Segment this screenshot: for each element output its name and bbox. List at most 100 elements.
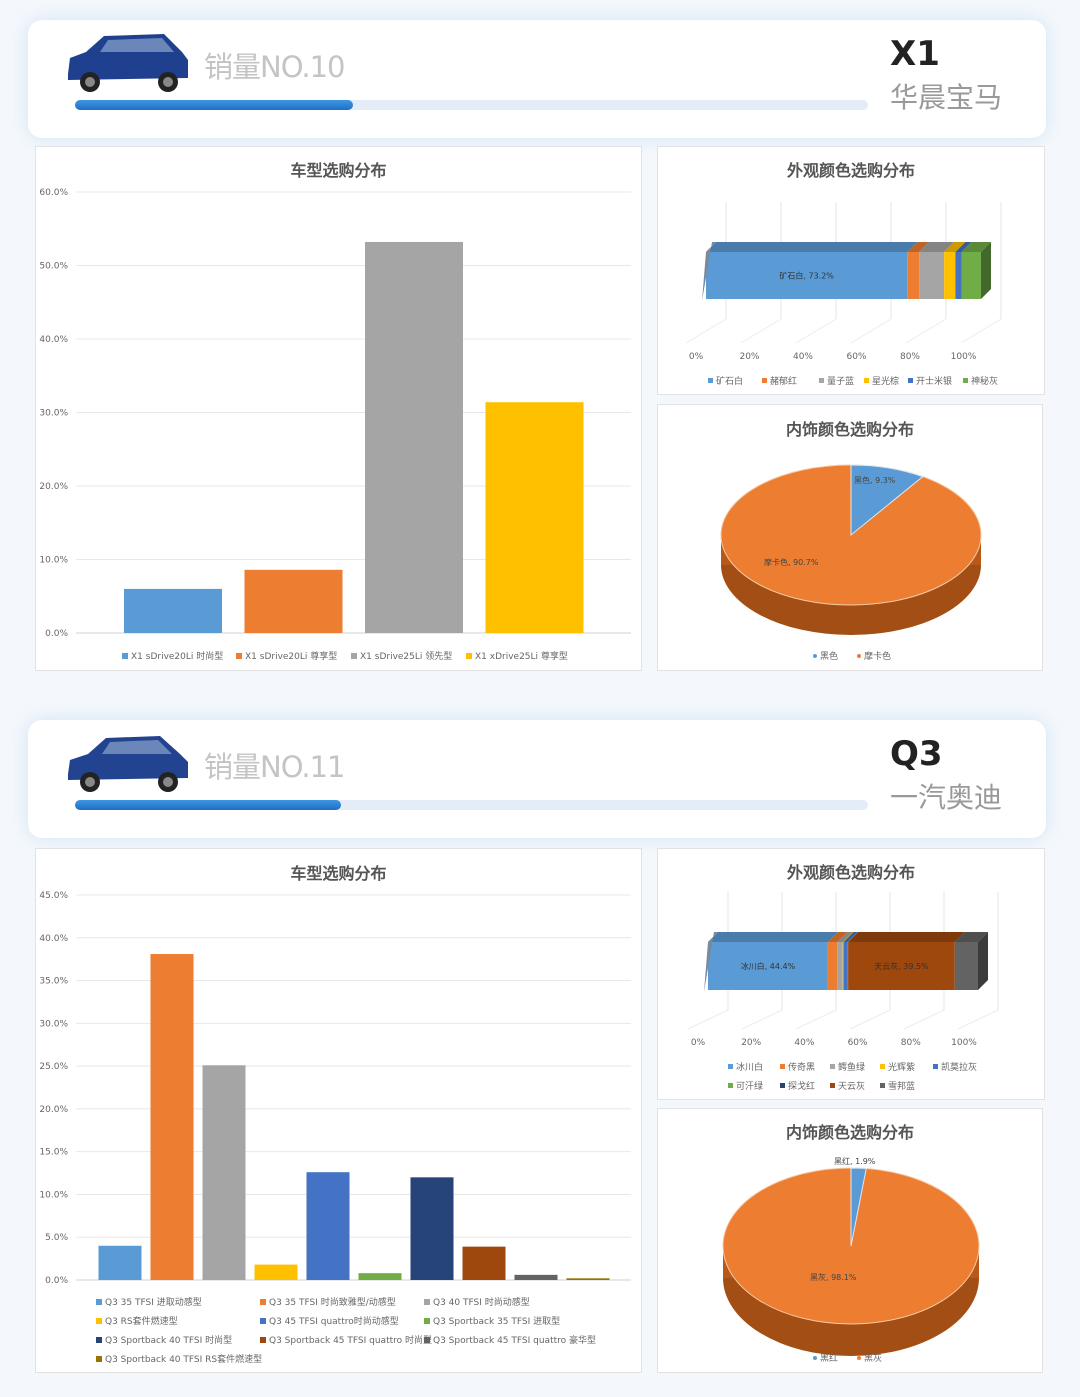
data-label: 矿石白, 73.2%	[779, 271, 834, 281]
y-tick-label: 0.0%	[45, 629, 68, 639]
model-name: Q3	[890, 734, 943, 774]
legend-swatch	[780, 1083, 785, 1088]
gridline	[905, 318, 947, 344]
legend-label: 星光棕	[872, 375, 899, 387]
legend-swatch	[260, 1318, 266, 1324]
y-tick-label: 50.0%	[39, 262, 68, 272]
sales-progress-bar	[75, 800, 868, 810]
bar-1	[98, 1245, 142, 1280]
y-tick-label: 60.0%	[39, 188, 68, 198]
legend-swatch	[424, 1337, 430, 1343]
legend-swatch	[933, 1064, 938, 1069]
legend-swatch	[96, 1299, 102, 1305]
bar-end-face	[978, 932, 988, 990]
chart-title: 内饰颜色选购分布	[785, 420, 914, 439]
bar-4	[254, 1264, 298, 1280]
bar-2	[244, 569, 343, 633]
segment-top	[848, 932, 965, 942]
legend-label: 鳄鱼绿	[838, 1061, 865, 1073]
segment-量子蓝	[919, 252, 945, 299]
y-tick-label: 0.0%	[45, 1276, 68, 1286]
sales-progress-fill	[75, 100, 353, 110]
legend-swatch	[424, 1299, 430, 1305]
sales-progress-fill	[75, 800, 342, 810]
legend-label: X1 xDrive25Li 尊享型	[475, 650, 568, 662]
gridline	[850, 318, 892, 344]
legend-swatch	[96, 1318, 102, 1324]
segment-星光棕	[944, 252, 956, 299]
legend-label: 天云灰	[838, 1080, 865, 1092]
legend-label: 摩卡色	[864, 650, 891, 662]
gridline	[795, 318, 837, 344]
x-tick-label: 60%	[848, 1038, 868, 1048]
gridline	[903, 1009, 945, 1030]
legend-swatch	[466, 653, 472, 659]
slice-黑红	[850, 1167, 867, 1247]
segment-top	[955, 242, 972, 252]
model-name: X1	[890, 34, 940, 74]
legend-label: 雪邦蓝	[888, 1080, 915, 1092]
x-tick-label: 40%	[794, 1038, 814, 1048]
ranking-header-x1: 销量NO.10 X1 华晨宝马	[28, 20, 1046, 138]
y-tick-label: 40.0%	[39, 335, 68, 345]
y-tick-label: 10.0%	[39, 1190, 68, 1200]
legend-label: 黑灰	[864, 1352, 882, 1364]
legend-swatch	[260, 1337, 266, 1343]
segment-冰川白	[708, 942, 828, 990]
legend-label: 赭郁红	[770, 375, 797, 387]
y-tick-label: 10.0%	[39, 556, 68, 566]
exterior-color-chart-x1: 外观颜色选购分布 0% 20% 40% 60% 80% 100% 矿石白, 73.2% 矿石白…	[657, 146, 1045, 395]
legend-swatch	[424, 1318, 430, 1324]
legend-label: Q3 Sportback 45 TFSI quattro 时尚型	[269, 1334, 432, 1346]
interior-color-chart-q3: 内饰颜色选购分布 黑红, 1.9% 黑灰, 98.1% 黑红 黑灰	[657, 1108, 1043, 1373]
x-tick-label: 40%	[793, 352, 813, 362]
brand-name: 一汽奥迪	[890, 781, 1003, 814]
bar-base-face	[702, 242, 716, 301]
legend-label: 开士米银	[916, 375, 952, 387]
x-tick-label: 20%	[739, 352, 759, 362]
slice-黑色	[850, 464, 924, 537]
legend-label: 探戈红	[788, 1080, 815, 1092]
legend-label: Q3 Sportback 40 TFSI 时尚型	[105, 1334, 232, 1346]
legend-swatch	[122, 653, 128, 659]
legend-swatch	[96, 1356, 102, 1362]
data-label: 黑色, 9.3%	[854, 475, 896, 485]
bar-base-face	[704, 932, 718, 992]
legend-label: 可汗绿	[736, 1080, 763, 1092]
x-tick-label: 0%	[689, 352, 704, 362]
legend-label: 黑色	[820, 650, 838, 662]
x-tick-label: 20%	[741, 1038, 761, 1048]
bar-9	[514, 1274, 558, 1280]
legend-label: 传奇黑	[788, 1061, 815, 1073]
chart-title: 外观颜色选购分布	[786, 863, 915, 882]
legend-swatch	[908, 378, 913, 383]
bar-5	[306, 1172, 350, 1280]
legend-swatch	[762, 378, 767, 383]
data-label: 黑灰, 98.1%	[810, 1272, 857, 1282]
legend-label: 凯莫拉灰	[941, 1061, 977, 1073]
legend-label: 光辉紫	[888, 1061, 915, 1073]
bar-2	[150, 954, 194, 1280]
x-tick-label: 100%	[951, 352, 977, 362]
gridline	[795, 1009, 837, 1030]
legend-swatch	[728, 1083, 733, 1088]
legend-label: X1 sDrive25Li 领先型	[360, 650, 452, 662]
legend-swatch	[880, 1083, 885, 1088]
segment-top	[847, 932, 859, 942]
legend-swatch	[351, 653, 357, 659]
legend-label: 矿石白	[716, 375, 743, 387]
chart-title: 车型选购分布	[290, 161, 387, 180]
bar-end-face	[981, 242, 991, 299]
segment-top	[907, 242, 930, 252]
x-tick-label: 80%	[901, 1038, 921, 1048]
bar-3	[365, 241, 463, 633]
legend-label: X1 sDrive20Li 尊享型	[245, 650, 337, 662]
bar-4	[485, 402, 584, 633]
y-tick-label: 35.0%	[39, 977, 68, 987]
segment-凯莫拉灰	[843, 942, 848, 990]
car-image	[68, 736, 188, 792]
segment-top	[706, 242, 918, 252]
legend-label: 冰川白	[736, 1061, 763, 1073]
y-tick-label: 5.0%	[45, 1233, 68, 1243]
bar-3	[202, 1065, 246, 1280]
